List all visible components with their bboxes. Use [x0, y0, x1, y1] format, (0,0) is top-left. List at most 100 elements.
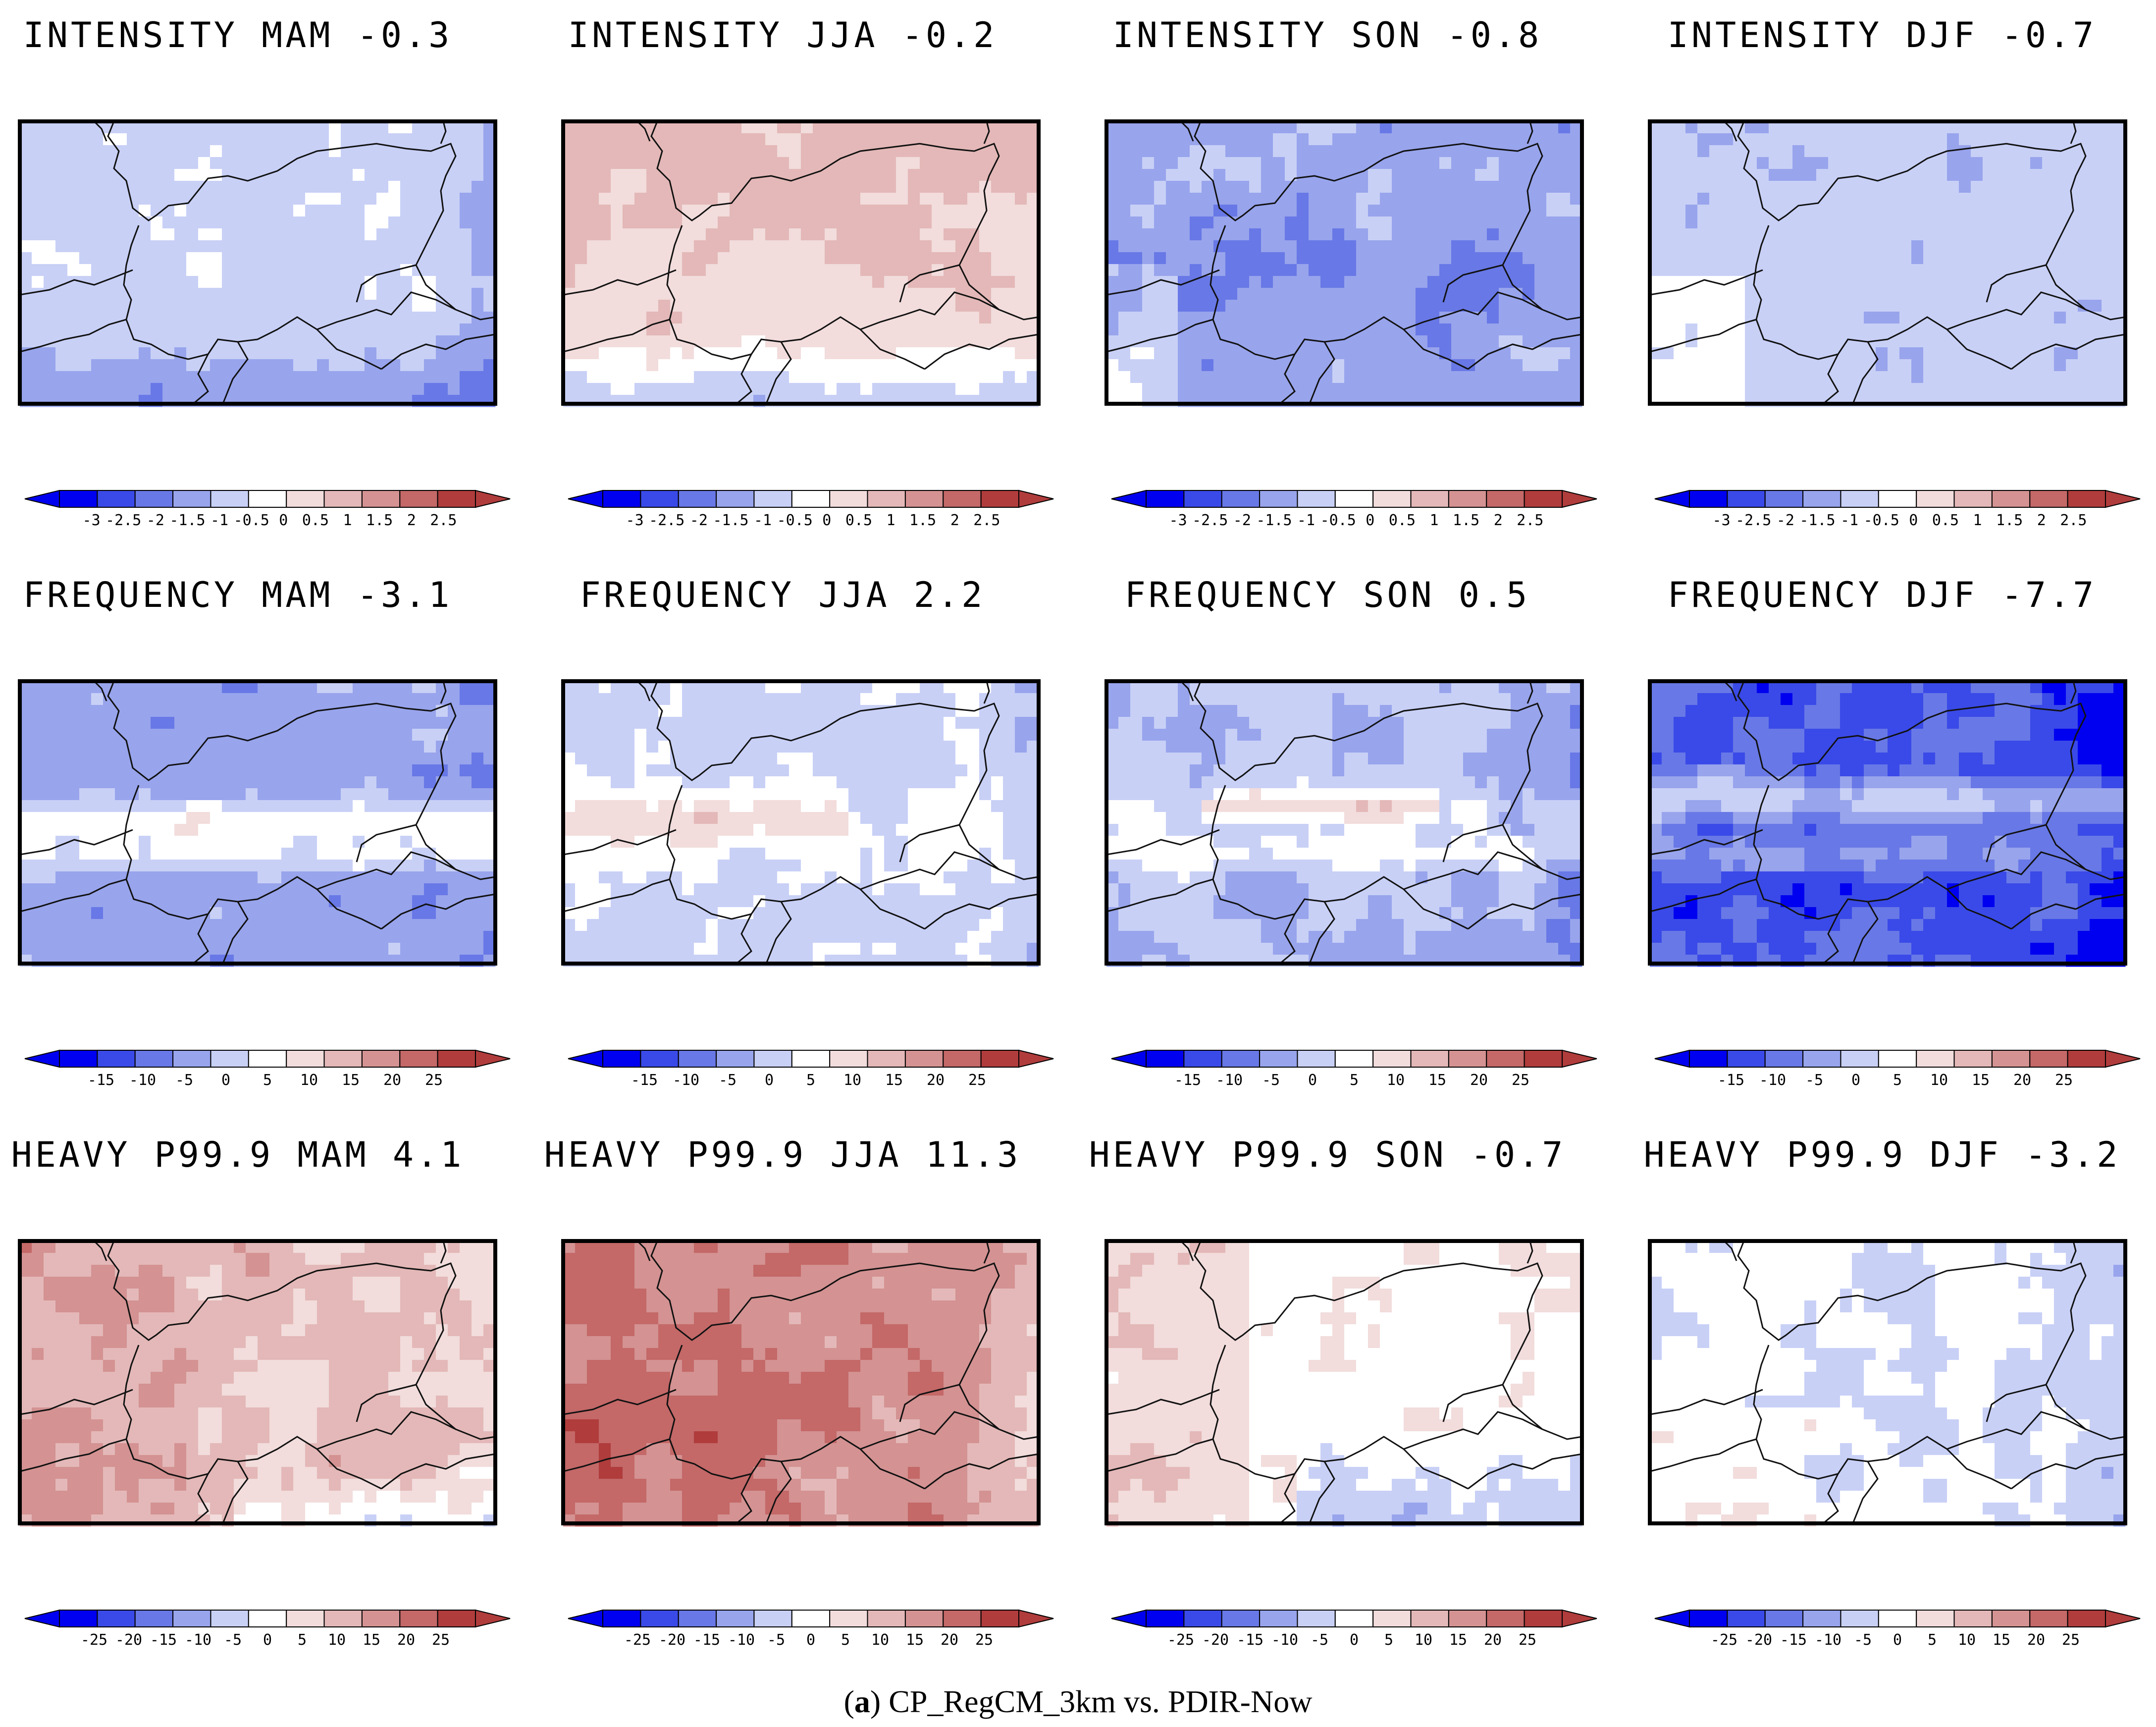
- map-panel: FREQUENCY JJA 2.2: [561, 575, 1041, 967]
- colorbar-bin: [1221, 1610, 1261, 1627]
- colorbar-bin: [323, 490, 363, 508]
- colorbar-bin: [1146, 1610, 1185, 1627]
- colorbar-bin: [323, 1050, 363, 1068]
- colorbar-bin: [1524, 1050, 1563, 1068]
- colorbar-tick-label: 0: [221, 1072, 230, 1089]
- colorbar-bin: [1183, 490, 1222, 508]
- colorbar-bin: [867, 490, 906, 508]
- colorbar: -3 -2.5 -2 -1.5 -1 -0.5 0 0.5 1 1.5 2 2.5: [1111, 489, 1597, 529]
- panel-title: INTENSITY MAM -0.3: [23, 15, 453, 55]
- colorbar-bin: [2029, 1050, 2068, 1068]
- colorbar-tick-label: 0: [1851, 1072, 1860, 1089]
- colorbar-tick-label: 1.5: [1453, 512, 1479, 529]
- colorbar-bin: [602, 1050, 641, 1068]
- map-field: [18, 679, 497, 967]
- colorbar-tick-label: 0.5: [302, 512, 329, 529]
- colorbar-bin: [1410, 1050, 1449, 1068]
- colorbar-bin: [1878, 1610, 1917, 1627]
- colorbar-bin: [640, 1610, 679, 1627]
- colorbar-bin: [1689, 1050, 1728, 1068]
- map-frame: [561, 119, 1041, 406]
- colorbar-tick-label: -3: [1713, 512, 1731, 529]
- colorbar-bin: [59, 1610, 98, 1627]
- colorbar-tick-label: -3: [626, 512, 644, 529]
- map-panel: HEAVY P99.9 SON -0.7: [1089, 1134, 1584, 1527]
- colorbar-tick-label: -1: [1297, 512, 1315, 529]
- colorbar-tick-label: 20: [1470, 1072, 1488, 1089]
- colorbar-tick-label: -20: [659, 1631, 685, 1649]
- colorbar-tick-label: -10: [673, 1072, 699, 1089]
- colorbar-bin: [1840, 1050, 1879, 1068]
- colorbar-bin: [1916, 1050, 1955, 1068]
- colorbar-tick-label: 15: [363, 1631, 380, 1649]
- colorbar-tick-label: 1: [1430, 512, 1439, 529]
- colorbar-bin: [602, 490, 641, 508]
- colorbar-tick-label: 2.5: [1517, 512, 1543, 529]
- colorbar-bin: [1878, 490, 1917, 508]
- colorbar-low-arrow: [1654, 489, 1690, 508]
- colorbar-bin: [678, 490, 717, 508]
- colorbar-tick-label: 5: [841, 1631, 850, 1649]
- colorbar-bin: [1727, 1050, 1766, 1068]
- colorbar-tick-label: 0: [1350, 1631, 1359, 1649]
- colorbar-tick-label: 0: [279, 512, 288, 529]
- map-frame: [1104, 679, 1584, 966]
- colorbar-tick-label: -10: [1759, 1072, 1786, 1089]
- colorbar-tick-label: -15: [693, 1631, 720, 1649]
- colorbar-tick-label: -25: [624, 1631, 651, 1649]
- colorbar-tick-label: 5: [1893, 1072, 1902, 1089]
- colorbar-tick-label: 15: [885, 1072, 903, 1089]
- colorbar-tick-label: -5: [1805, 1072, 1823, 1089]
- colorbar-high-arrow: [2105, 489, 2141, 508]
- map-panel: HEAVY P99.9 DJF -3.2: [1644, 1134, 2127, 1527]
- colorbar-bin: [980, 490, 1019, 508]
- colorbar-bin: [791, 1610, 831, 1627]
- colorbar-tick-label: -25: [1711, 1631, 1737, 1649]
- colorbar-tick-label: -5: [175, 1072, 193, 1089]
- colorbar-tick-label: 0: [806, 1631, 815, 1649]
- colorbar-bin: [361, 1050, 401, 1068]
- colorbar-bin: [361, 490, 401, 508]
- panel-title: FREQUENCY MAM -3.1: [23, 575, 453, 615]
- colorbar-bin: [2067, 1050, 2106, 1068]
- colorbar-bin: [134, 490, 174, 508]
- colorbar-bin: [210, 1050, 249, 1068]
- colorbar-bin: [248, 1050, 287, 1068]
- colorbar-tick-label: -2: [1777, 512, 1794, 529]
- colorbar-bin: [1334, 1610, 1374, 1627]
- colorbar-tick-label: 20: [383, 1072, 401, 1089]
- colorbar-tick-label: -2: [147, 512, 164, 529]
- colorbar-bin: [640, 1050, 679, 1068]
- colorbar-bin: [980, 1610, 1019, 1627]
- colorbar-tick-label: -0.5: [1864, 512, 1899, 529]
- colorbar-tick-label: 15: [1449, 1631, 1467, 1649]
- colorbar-bin: [134, 1610, 174, 1627]
- colorbar-bin: [1410, 490, 1449, 508]
- colorbar-bin: [286, 490, 325, 508]
- colorbar-tick-label: 0: [822, 512, 831, 529]
- colorbar-bin: [1297, 490, 1336, 508]
- colorbar-tick-label: -5: [1262, 1072, 1280, 1089]
- colorbar-bin: [437, 1610, 476, 1627]
- colorbar-tick-label: -3: [83, 512, 101, 529]
- caption-text: CP_RegCM_3km vs. PDIR-Now: [889, 1684, 1313, 1719]
- colorbar-tick-label: 0: [1366, 512, 1374, 529]
- colorbar-high-arrow: [475, 1609, 511, 1628]
- colorbar-tick-label: 0: [1893, 1631, 1902, 1649]
- colorbar-bin: [399, 1610, 438, 1627]
- colorbar-bin: [1221, 1050, 1261, 1068]
- colorbar-bin: [980, 1050, 1019, 1068]
- colorbar-bin: [1183, 1610, 1222, 1627]
- colorbar-bin: [437, 490, 476, 508]
- colorbar-tick-label: 25: [968, 1072, 986, 1089]
- colorbar-bin: [248, 490, 287, 508]
- colorbar-bin: [1991, 1610, 2031, 1627]
- colorbar-low-arrow: [1111, 489, 1147, 508]
- colorbar-bin: [323, 1610, 363, 1627]
- colorbar-bin: [97, 1050, 136, 1068]
- colorbar-tick-label: 0: [1308, 1072, 1317, 1089]
- colorbar-tick-label: -1: [1840, 512, 1858, 529]
- colorbar-bin: [904, 1610, 944, 1627]
- colorbar-high-arrow: [1562, 1609, 1597, 1628]
- map-panel: INTENSITY SON -0.8: [1104, 15, 1584, 407]
